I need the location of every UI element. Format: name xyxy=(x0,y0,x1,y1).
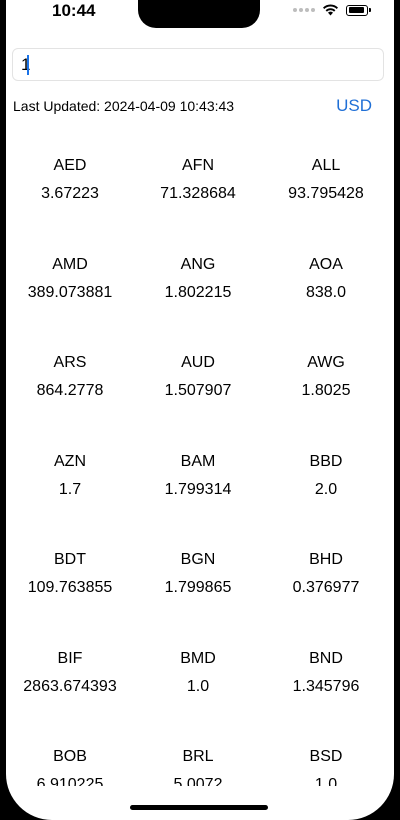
rate-cell-bam[interactable]: BAM 1.799314 xyxy=(134,446,262,545)
currency-rate: 5.0072 xyxy=(173,776,223,786)
currency-rate: 864.2778 xyxy=(36,382,104,399)
rate-cell-bmd[interactable]: BMD 1.0 xyxy=(134,643,262,742)
currency-rate: 838.0 xyxy=(305,283,347,301)
currency-code: BAM xyxy=(180,452,216,470)
rate-cell-bgn[interactable]: BGN 1.799865 xyxy=(134,544,262,643)
currency-rate: 1.507907 xyxy=(164,382,232,399)
currency-rate: 1.799865 xyxy=(164,579,232,596)
currency-code: AED xyxy=(53,157,87,174)
currency-code: BRL xyxy=(182,748,214,765)
currency-code: BIF xyxy=(57,649,83,667)
currency-rate: 6.910225 xyxy=(36,776,104,786)
currency-code: BSD xyxy=(309,748,343,765)
currency-code: AZN xyxy=(54,452,86,470)
currency-code: BBD xyxy=(309,452,343,470)
currency-code: BND xyxy=(309,649,343,667)
currency-rate: 1.7 xyxy=(58,480,82,498)
currency-rate: 1.0 xyxy=(314,776,338,786)
currency-code: AFN xyxy=(182,157,214,174)
rate-cell-ang[interactable]: ANG 1.802215 xyxy=(134,249,262,348)
signal-icon xyxy=(293,8,315,12)
currency-rate: 71.328684 xyxy=(160,185,236,202)
rate-cell-all[interactable]: ALL 93.795428 xyxy=(262,150,390,249)
rate-cell-aud[interactable]: AUD 1.507907 xyxy=(134,347,262,446)
currency-rate: 109.763855 xyxy=(27,579,113,596)
currency-rate: 1.799314 xyxy=(164,480,232,498)
status-icons xyxy=(293,4,371,16)
rate-cell-bsd[interactable]: BSD 1.0 xyxy=(262,741,390,786)
currency-rate: 1.802215 xyxy=(164,283,232,301)
rate-cell-bbd[interactable]: BBD 2.0 xyxy=(262,446,390,545)
battery-icon xyxy=(346,4,371,16)
rate-cell-bdt[interactable]: BDT 109.763855 xyxy=(6,544,134,643)
rate-cell-awg[interactable]: AWG 1.8025 xyxy=(262,347,390,446)
rate-cell-aoa[interactable]: AOA 838.0 xyxy=(262,249,390,348)
currency-code: ALL xyxy=(311,157,341,174)
currency-code: AWG xyxy=(307,354,345,371)
currency-rate: 1.345796 xyxy=(292,677,360,695)
currency-code: AOA xyxy=(309,255,343,273)
currency-rate: 3.67223 xyxy=(41,185,99,202)
currency-code: BDT xyxy=(54,551,86,568)
currency-code: BHD xyxy=(309,551,343,568)
rate-cell-bob[interactable]: BOB 6.910225 xyxy=(6,741,134,786)
text-caret xyxy=(27,55,29,75)
rate-cell-bif[interactable]: BIF 2863.674393 xyxy=(6,643,134,742)
rate-cell-bhd[interactable]: BHD 0.376977 xyxy=(262,544,390,643)
camera-notch xyxy=(138,0,260,28)
currency-rate: 1.0 xyxy=(186,677,210,695)
rates-rows: AED 3.67223 AFN 71.328684 ALL 93.795428 AMD 389… xyxy=(6,150,394,786)
last-updated-label: Last Updated: 2024-04-09 10:43:43 xyxy=(13,98,235,114)
rate-cell-brl[interactable]: BRL 5.0072 xyxy=(134,741,262,786)
currency-code: ANG xyxy=(180,255,216,273)
rate-cell-bnd[interactable]: BND 1.345796 xyxy=(262,643,390,742)
currency-rate: 1.8025 xyxy=(301,382,351,399)
status-time: 10:44 xyxy=(52,1,96,20)
base-currency-button[interactable]: USD xyxy=(336,96,372,115)
rate-cell-aed[interactable]: AED 3.67223 xyxy=(6,150,134,249)
currency-code: BOB xyxy=(53,748,87,765)
currency-rate: 2863.674393 xyxy=(23,677,117,695)
app-screen: 10:44 Last Updated: 2024-04-09 10:43:43 … xyxy=(6,0,394,820)
rate-cell-amd[interactable]: AMD 389.073881 xyxy=(6,249,134,348)
currency-rate: 2.0 xyxy=(314,480,338,498)
rate-cell-afn[interactable]: AFN 71.328684 xyxy=(134,150,262,249)
currency-rate: 389.073881 xyxy=(27,283,113,301)
currency-code: ARS xyxy=(53,354,87,371)
status-bar: 10:44 xyxy=(6,0,394,28)
currency-code: AMD xyxy=(52,255,88,273)
rate-cell-azn[interactable]: AZN 1.7 xyxy=(6,446,134,545)
currency-code: BGN xyxy=(180,551,216,568)
amount-input[interactable] xyxy=(12,48,384,81)
currency-code: AUD xyxy=(181,354,215,371)
currency-rate: 0.376977 xyxy=(292,579,360,596)
currency-code: BMD xyxy=(180,649,216,667)
home-indicator[interactable] xyxy=(130,805,268,810)
currency-rate: 93.795428 xyxy=(288,185,364,202)
wifi-icon xyxy=(323,4,338,16)
rates-grid[interactable]: AED 3.67223 AFN 71.328684 ALL 93.795428 AMD 389… xyxy=(6,150,394,786)
rate-cell-ars[interactable]: ARS 864.2778 xyxy=(6,347,134,446)
